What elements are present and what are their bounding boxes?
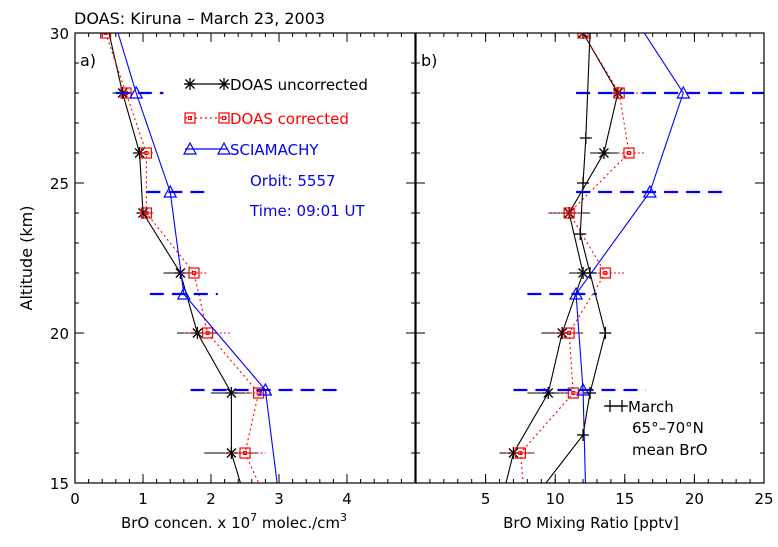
data-point (507, 447, 520, 459)
x-axis-label-b: BrO Mixing Ratio [pptv] (503, 514, 679, 532)
data-point (576, 382, 591, 396)
x-tick-label-b: 25 (754, 490, 773, 508)
data-point (676, 85, 691, 99)
plot-area-a (99, 33, 341, 483)
data-point (579, 132, 592, 144)
data-point (202, 327, 214, 339)
data-point (137, 207, 149, 219)
data-point (577, 429, 590, 441)
x-tick-label-b: 10 (546, 490, 565, 508)
data-point (258, 382, 273, 396)
data-point (239, 447, 251, 459)
data-point (574, 228, 587, 240)
data-point (140, 147, 152, 159)
x-axis-label-a: BrO concen. x 107 molec./cm3 (121, 511, 347, 532)
data-point (188, 267, 200, 279)
legend-a: DOAS uncorrected DOAS corrected SCIAMACH… (182, 76, 368, 220)
panel-b: 5 10 15 20 25 (415, 32, 774, 508)
series-a-1 (99, 33, 273, 483)
data-point (599, 267, 611, 279)
data-point (577, 177, 590, 189)
x-tick-label-b: 5 (481, 490, 491, 508)
data-point (642, 184, 657, 198)
data-point (542, 387, 555, 399)
data-point (225, 387, 238, 399)
data-point (584, 387, 596, 399)
y-tick-label: 15 (50, 475, 69, 493)
y-tick-label: 20 (50, 325, 69, 343)
figure-title: DOAS: Kiruna – March 23, 2003 (74, 9, 325, 28)
data-point (569, 286, 584, 300)
data-point (129, 85, 144, 99)
data-point (563, 207, 575, 219)
data-point (514, 447, 527, 459)
data-point (563, 327, 575, 339)
series-b-2 (513, 33, 764, 483)
data-point (623, 147, 635, 159)
data-point (584, 33, 596, 39)
series-line (519, 33, 630, 483)
y-tick-label: 25 (50, 175, 69, 193)
series-b-3 (545, 33, 612, 483)
axes-frame-b (415, 32, 765, 484)
legend-label-march: March (628, 398, 674, 416)
x-tick-label-a: 1 (138, 490, 148, 508)
data-point (99, 33, 112, 39)
x-tick-label-a: 0 (70, 490, 80, 508)
legend-marker-sciamachy (182, 141, 232, 155)
legend-marker-corrected (184, 112, 230, 124)
data-point (176, 286, 191, 300)
x-tick-label-b: 15 (615, 490, 634, 508)
y-axis-label: Altitude (km) (17, 206, 36, 311)
data-point (140, 207, 152, 219)
orbit-annotation: Orbit: 5557 (250, 172, 336, 190)
legend-label-sciamachy: SCIAMACHY (230, 141, 319, 159)
series-line (108, 33, 242, 483)
data-point (163, 184, 178, 198)
axes-frame-a (74, 32, 416, 484)
legend-marker-march-mean (604, 400, 628, 412)
x-tick-label-b: 20 (685, 490, 704, 508)
panel-b-label: b) (421, 51, 437, 70)
x-tick-label-a: 4 (342, 490, 352, 508)
data-point (225, 447, 238, 459)
legend-label-corrected: DOAS corrected (230, 110, 349, 128)
x-tick-label-a: 2 (206, 490, 216, 508)
legend-label-latitude: 65°–70°N (632, 419, 704, 437)
legend-marker-uncorrected (184, 78, 230, 90)
panel-a-label: a) (80, 51, 96, 70)
data-point (584, 267, 596, 279)
series-line (545, 33, 606, 483)
data-point (597, 147, 610, 159)
plot-area-b (499, 33, 764, 483)
panel-a: 0 1 2 3 4 15 20 25 30 (50, 25, 416, 508)
data-point (599, 327, 612, 339)
time-annotation: Time: 09:01 UT (249, 202, 366, 220)
series-b-0 (499, 33, 629, 483)
x-tick-label-a: 3 (274, 490, 284, 508)
series-a-2 (115, 33, 341, 483)
series-line (105, 33, 260, 483)
y-tick-label: 30 (50, 25, 69, 43)
series-line (117, 33, 278, 483)
legend-b: March 65°–70°N mean BrO (604, 398, 708, 459)
series-line (575, 33, 684, 483)
data-point (556, 327, 569, 339)
legend-label-uncorrected: DOAS uncorrected (230, 76, 368, 94)
legend-label-mean-bro: mean BrO (632, 441, 708, 459)
